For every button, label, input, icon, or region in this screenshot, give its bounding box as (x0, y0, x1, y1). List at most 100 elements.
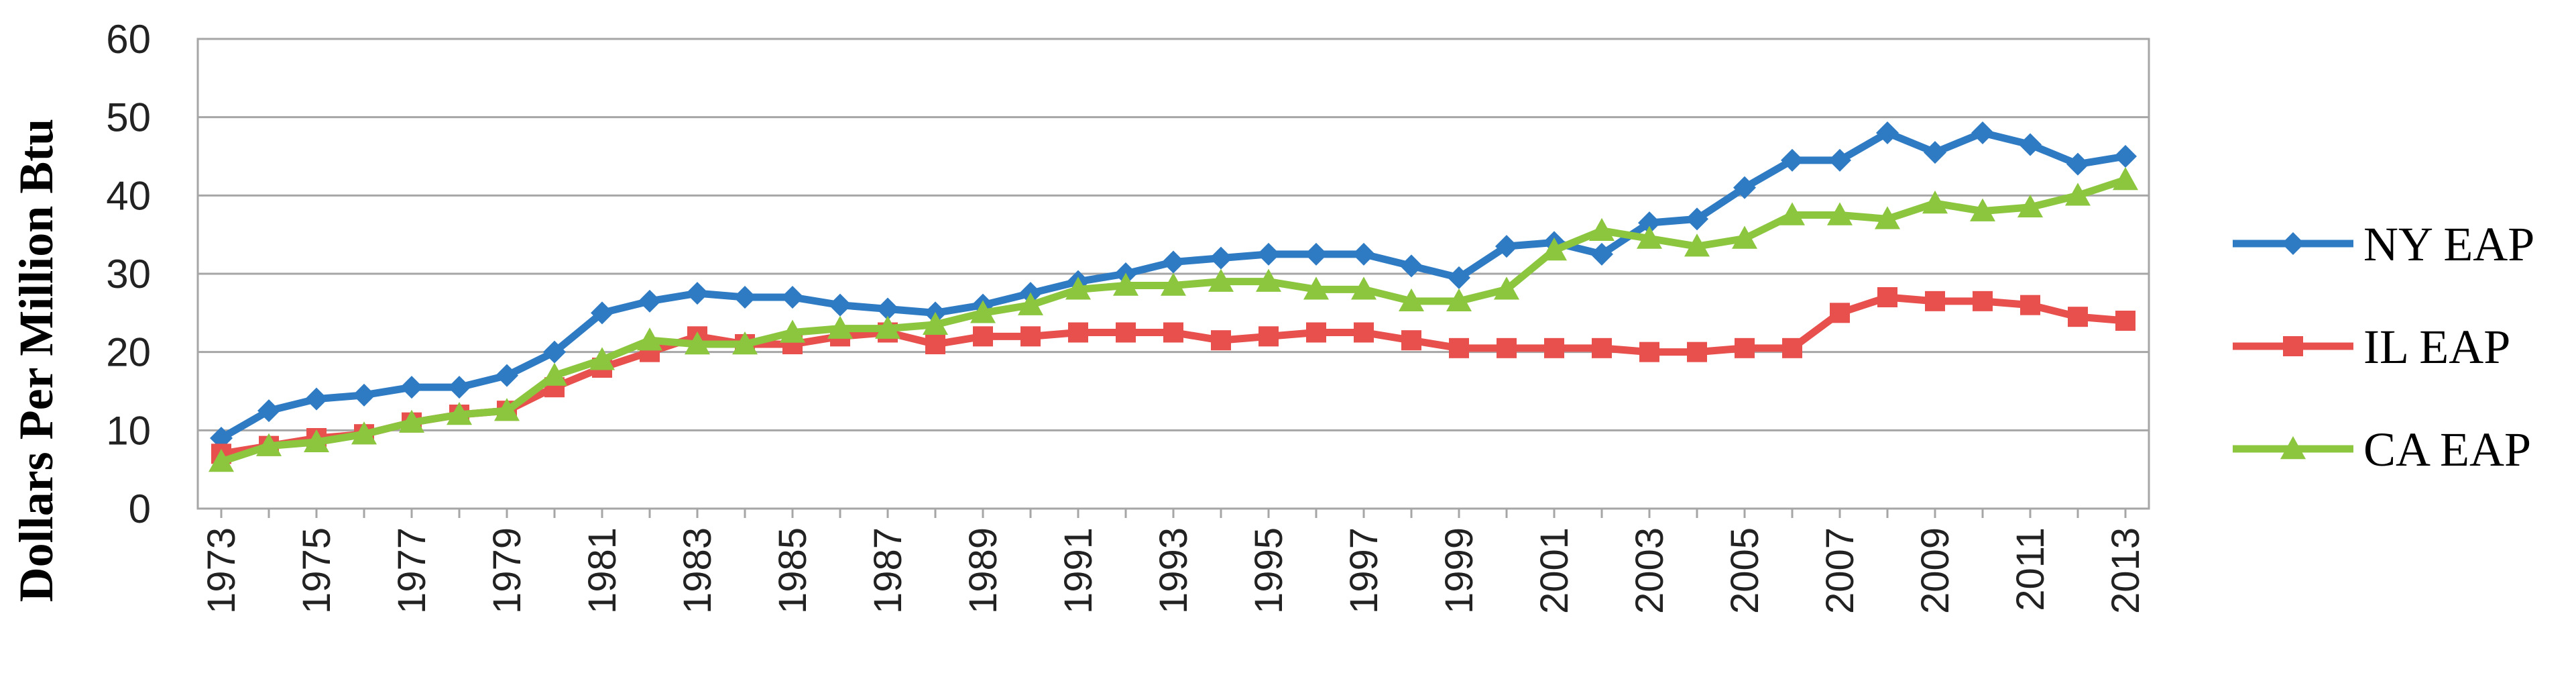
data-point (827, 315, 853, 339)
y-tick-label: 0 (129, 486, 151, 531)
data-point (1687, 342, 1707, 362)
x-axis-ticks: 1973 1975 1977 1979 1981 1983 1985 1987 1989 1991… (200, 509, 2148, 614)
data-point (686, 282, 709, 305)
data-point (543, 340, 566, 364)
x-tick-label: 1993 (1152, 527, 1195, 614)
data-point (1399, 288, 1424, 312)
data-point (1018, 292, 1043, 315)
x-tick-label: 1995 (1247, 527, 1291, 614)
data-point (1638, 211, 1661, 235)
data-point (1639, 342, 1659, 362)
x-tick-label: 2003 (1628, 527, 1672, 614)
x-tick-label: 2013 (2104, 527, 2148, 614)
data-point (1208, 268, 1234, 292)
data-point (970, 300, 996, 323)
data-point (494, 398, 520, 421)
legend-item-il-eap: IL EAP (2233, 320, 2510, 374)
data-point (1733, 176, 1756, 199)
x-tick-label: 1983 (676, 527, 719, 614)
x-tick-label: 2007 (1818, 527, 1862, 614)
data-point (1922, 191, 1948, 214)
data-point (1305, 242, 1328, 266)
data-point (1020, 326, 1041, 347)
data-point (1306, 322, 1326, 343)
legend-label: IL EAP (2363, 320, 2510, 374)
data-point (1779, 202, 1805, 225)
data-point (209, 449, 234, 472)
legend-item-ny-eap: NY EAP (2233, 217, 2534, 271)
data-point (351, 421, 377, 445)
data-point (2113, 167, 2138, 191)
x-tick-label: 1989 (961, 527, 1005, 614)
legend-label: CA EAP (2363, 423, 2531, 476)
data-point (2065, 183, 2091, 206)
data-point (2066, 152, 2089, 176)
x-tick-label: 1981 (581, 527, 624, 614)
data-point (589, 347, 615, 370)
data-point (1589, 217, 1615, 242)
legend-item-ca-eap: CA EAP (2233, 423, 2531, 476)
data-point (925, 334, 945, 354)
data-point (1494, 276, 1519, 300)
x-tick-label: 1985 (771, 527, 815, 614)
data-point (1352, 242, 1375, 266)
y-tick-label: 40 (106, 173, 151, 218)
data-point (2115, 311, 2135, 331)
data-point (1971, 121, 1994, 144)
data-point (1875, 206, 1900, 229)
x-tick-label: 1991 (1057, 527, 1100, 614)
data-point (1448, 266, 1470, 289)
x-tick-label: 1987 (866, 527, 910, 614)
x-tick-label: 1973 (200, 527, 243, 614)
data-point (1400, 254, 1423, 278)
y-axis-ticks: 0 10 20 30 40 50 60 (106, 17, 151, 531)
data-point (732, 331, 758, 355)
data-point (1449, 337, 1469, 358)
series-ca-eap (209, 167, 2138, 472)
data-point (875, 315, 900, 339)
data-point (1876, 121, 1899, 144)
data-point (876, 297, 899, 321)
data-point (1446, 288, 1472, 312)
data-point (1163, 322, 1183, 343)
x-tick-label: 1977 (390, 527, 434, 614)
x-tick-label: 2009 (1914, 527, 1957, 614)
data-point (1210, 246, 1232, 270)
data-point (1068, 322, 1088, 343)
data-point (1924, 141, 1946, 164)
data-point (1544, 337, 1564, 358)
legend: NY EAP IL EAP CA EAP (2233, 217, 2534, 476)
legend-marker (2282, 232, 2304, 255)
x-tick-label: 1999 (1438, 527, 1481, 614)
data-point (305, 387, 328, 411)
data-point (829, 293, 852, 317)
data-point (1541, 238, 1567, 261)
data-point (923, 311, 948, 335)
data-point (1211, 330, 1231, 351)
data-point (1970, 198, 1995, 221)
data-point (2068, 307, 2088, 327)
data-point (1256, 268, 1281, 292)
legend-label: NY EAP (2363, 217, 2534, 271)
x-tick-label: 1975 (295, 527, 339, 614)
series-ny-eap (210, 121, 2137, 450)
data-point (1782, 337, 1802, 358)
data-point (2019, 133, 2042, 156)
data-point (1495, 235, 1518, 258)
data-point (495, 364, 518, 387)
data-point (1303, 276, 1329, 300)
data-point (447, 402, 472, 425)
data-point (973, 326, 993, 347)
data-point (1590, 242, 1613, 266)
data-point (1258, 326, 1279, 347)
data-point (1828, 148, 1851, 172)
data-point (1830, 303, 1850, 323)
data-point (1592, 337, 1612, 358)
data-point (1735, 337, 1755, 358)
data-point (1161, 272, 1186, 296)
data-point (2114, 145, 2137, 168)
y-tick-label: 60 (106, 17, 151, 62)
data-point (1113, 272, 1138, 296)
data-point (1162, 250, 1185, 274)
